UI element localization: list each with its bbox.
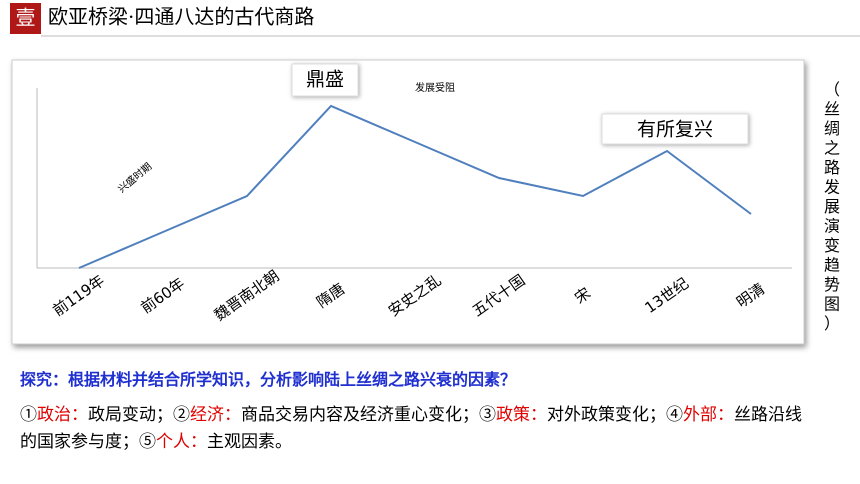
side-title-text: （丝绸之路发展演变趋势图）: [824, 80, 840, 333]
answer-segment: 商品交易内容及经济重心变化；③: [241, 405, 496, 425]
annotation: 发展受阻: [415, 81, 455, 94]
annotation: 鼎盛: [306, 69, 344, 91]
side-title: （丝绸之路发展演变趋势图）: [824, 80, 840, 333]
answer-segment: 主观因素。: [207, 432, 292, 452]
callout-box: [601, 113, 749, 145]
answer-segment: 政治：: [37, 405, 88, 425]
answer-segment: 外部：: [683, 405, 734, 425]
title: 欧亚桥梁·四通八达的古代商路: [48, 5, 314, 29]
answer-segment: 对外政策变化；④: [547, 405, 683, 425]
annotation: 有所复兴: [637, 119, 713, 141]
answer-segment: 个人：: [156, 432, 207, 452]
question: 探究：根据材料并结合所学知识，分析影响陆上丝绸之路兴衰的因素？: [20, 370, 517, 389]
answer: ①政治：政局变动；②经济：商品交易内容及经济重心变化；③政策：对外政策变化；④外…: [20, 402, 810, 456]
callout-box: [291, 63, 359, 97]
badge: 壹: [16, 6, 36, 30]
answer-segment: 政局变动；②: [88, 405, 190, 425]
line: [78, 104, 752, 269]
badge-box: [10, 3, 41, 34]
answer-segment: 丝路沿线的国家参与度；⑤: [20, 405, 802, 452]
answer-segment: ①: [20, 405, 37, 425]
answer-segment: 政策：: [496, 405, 547, 425]
chart-frame: [11, 59, 805, 345]
answer-segment: 经济：: [190, 405, 241, 425]
